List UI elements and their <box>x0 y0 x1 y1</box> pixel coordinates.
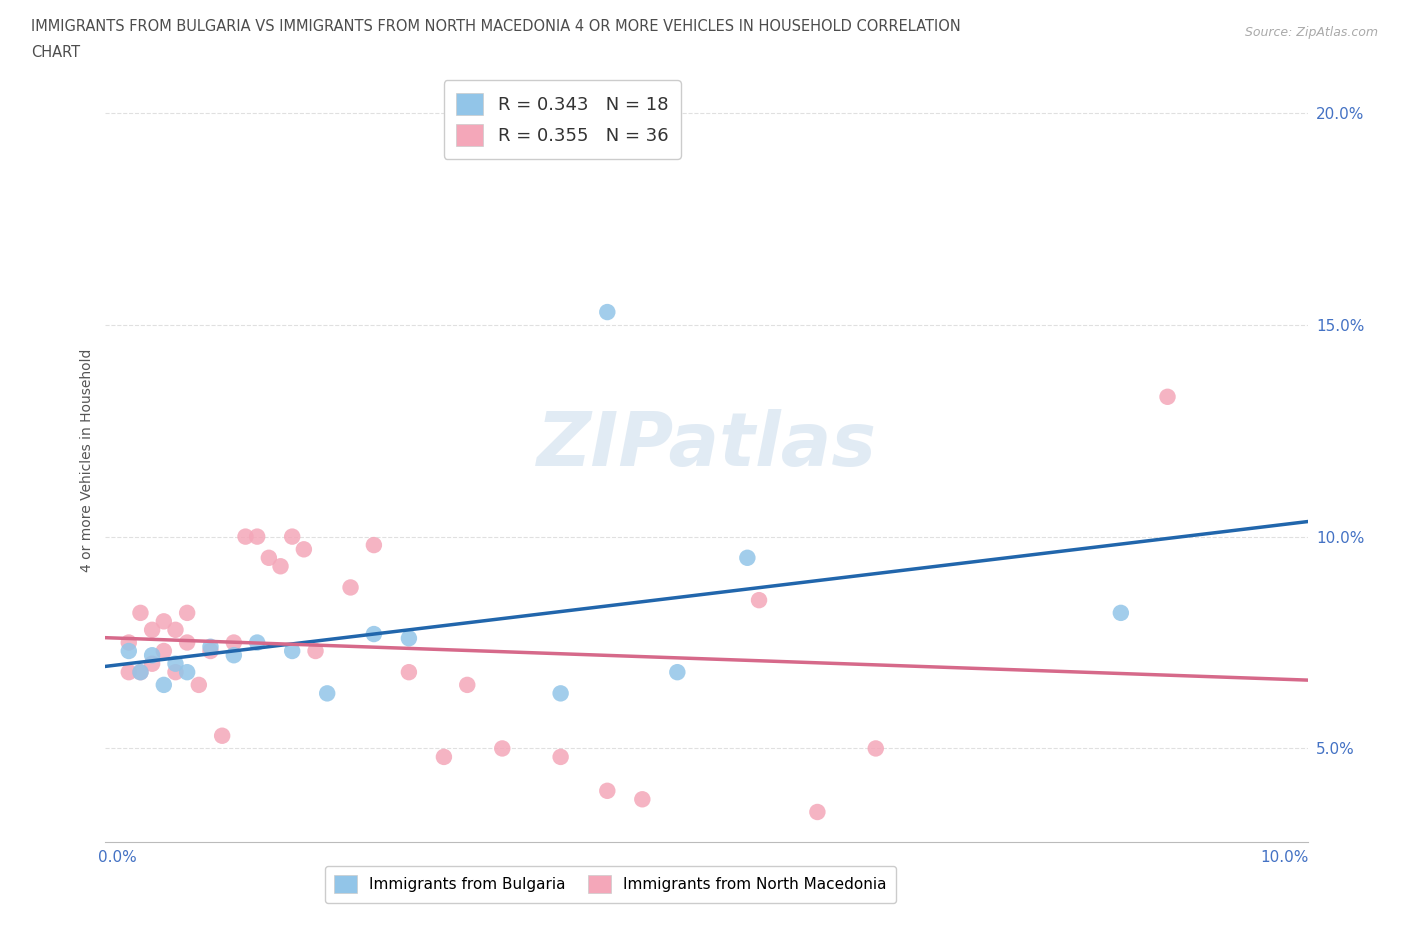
Y-axis label: 4 or more Vehicles in Household: 4 or more Vehicles in Household <box>80 349 94 572</box>
Point <box>281 529 304 544</box>
Point <box>304 644 326 658</box>
Point <box>246 529 269 544</box>
Point <box>257 551 280 565</box>
Point <box>165 622 187 637</box>
Point <box>363 627 385 642</box>
Point <box>550 750 572 764</box>
Point <box>165 665 187 680</box>
Point <box>748 592 770 607</box>
Point <box>129 605 152 620</box>
Point <box>596 305 619 320</box>
Point <box>666 665 689 680</box>
Point <box>176 605 198 620</box>
Point <box>176 665 198 680</box>
Point <box>339 580 361 595</box>
Point <box>176 635 198 650</box>
Point <box>398 665 420 680</box>
Text: CHART: CHART <box>31 45 80 60</box>
Point <box>153 644 176 658</box>
Point <box>596 783 619 798</box>
Point <box>737 551 759 565</box>
Point <box>631 791 654 806</box>
Point <box>865 741 887 756</box>
Point <box>153 677 176 692</box>
Text: ZIPatlas: ZIPatlas <box>537 408 876 482</box>
Point <box>187 677 209 692</box>
Point <box>118 635 141 650</box>
Point <box>222 648 245 663</box>
Point <box>200 644 222 658</box>
Point <box>165 657 187 671</box>
Point <box>270 559 292 574</box>
Point <box>211 728 233 743</box>
Point <box>141 622 163 637</box>
Point <box>222 635 245 650</box>
Point <box>141 648 163 663</box>
Point <box>456 677 478 692</box>
Point <box>118 644 141 658</box>
Point <box>433 750 456 764</box>
Point <box>491 741 513 756</box>
Point <box>141 657 163 671</box>
Point <box>1156 390 1178 405</box>
Point <box>292 542 315 557</box>
Point <box>235 529 257 544</box>
Legend: Immigrants from Bulgaria, Immigrants from North Macedonia: Immigrants from Bulgaria, Immigrants fro… <box>325 866 896 903</box>
Point <box>1109 605 1132 620</box>
Point <box>246 635 269 650</box>
Point <box>550 686 572 701</box>
Point <box>153 614 176 629</box>
Point <box>806 804 828 819</box>
Point <box>129 665 152 680</box>
Point <box>281 644 304 658</box>
Point <box>118 665 141 680</box>
Point <box>363 538 385 552</box>
Point <box>200 639 222 654</box>
Point <box>398 631 420 645</box>
Text: IMMIGRANTS FROM BULGARIA VS IMMIGRANTS FROM NORTH MACEDONIA 4 OR MORE VEHICLES I: IMMIGRANTS FROM BULGARIA VS IMMIGRANTS F… <box>31 19 960 33</box>
Text: Source: ZipAtlas.com: Source: ZipAtlas.com <box>1244 26 1378 39</box>
Point <box>316 686 339 701</box>
Point <box>129 665 152 680</box>
